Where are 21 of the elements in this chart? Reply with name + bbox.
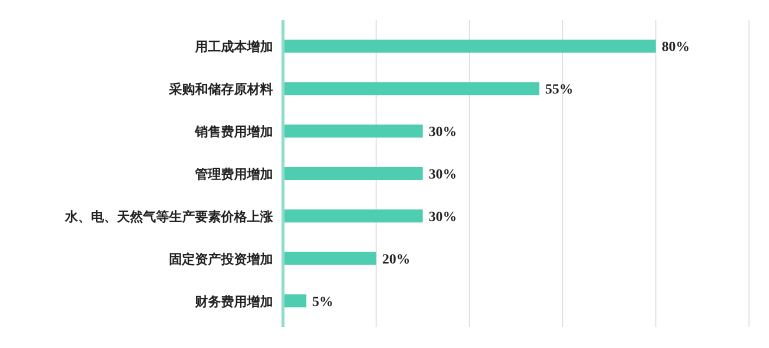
data-label: 5% [312,294,334,310]
y-tick-label: 管理费用增加 [194,168,273,182]
bar [283,124,423,138]
y-tick-label: 固定资产投资增加 [169,251,273,268]
y-tick-label: 水、电、天然气等生产要素价格上涨 [64,208,274,225]
bar [283,82,540,96]
data-label: 20% [382,252,410,268]
bar [283,209,423,222]
data-label: 30% [428,168,457,182]
y-tick-label: 财务费用增加 [194,294,273,310]
data-label: 55% [545,82,574,98]
bar [283,294,306,308]
data-label: 30% [428,210,457,225]
bar [283,167,423,180]
y-tick-label: 销售费用增加 [194,125,273,140]
bar [283,252,376,265]
data-label: 30% [428,125,457,140]
y-tick-label: 用工成本增加 [194,40,273,56]
bar [283,40,656,53]
data-label: 80% [662,40,690,56]
y-tick-label: 采购和储存原材料 [168,82,273,98]
